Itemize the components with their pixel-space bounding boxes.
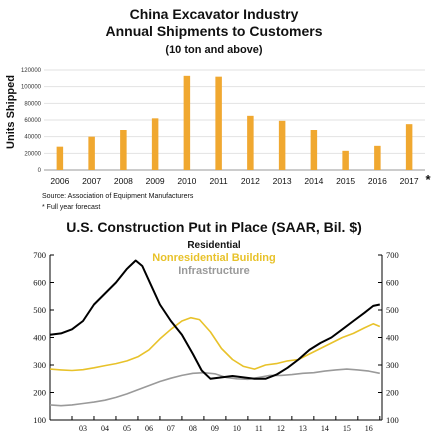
bar-2017 <box>405 124 413 170</box>
line-chart-x-tick-label: 08 <box>189 424 197 433</box>
line-chart-y-tick-label-left: 200 <box>33 388 46 398</box>
line-chart-x-tick-label: 15 <box>343 424 351 433</box>
bar-chart: China Excavator Industry Annual Shipment… <box>5 6 431 211</box>
bar-2008 <box>120 130 127 170</box>
series-nonresidential-building <box>49 316 381 372</box>
bar-2006 <box>56 146 64 170</box>
line-chart-y-tick-label-right: 400 <box>386 333 399 343</box>
line-chart: U.S. Construction Put in Place (SAAR, Bi… <box>33 219 399 433</box>
line-chart-x-tick-label: 04 <box>101 424 109 433</box>
bar-chart-source: Source: Association of Equipment Manufac… <box>42 193 194 200</box>
bar-chart-y-tick-label: 40000 <box>24 135 41 141</box>
bar-chart-y-ticks: 0 20000 40000 60000 80000 100000 120000 <box>21 68 42 174</box>
bar-chart-x-tick-label: 2012 <box>241 176 260 186</box>
line-chart-x-ticks: 03 04 05 06 07 08 09 10 11 12 13 14 15 16 <box>79 424 373 433</box>
line-chart-axes <box>49 254 383 421</box>
line-chart-series <box>49 259 381 407</box>
bar-2015 <box>342 150 349 170</box>
legend-residential: Residential <box>187 240 241 251</box>
line-chart-x-tick-label: 10 <box>233 424 241 433</box>
line-chart-x-tick-label: 09 <box>211 424 219 433</box>
bar-chart-x-tick-label: 2007 <box>82 176 101 186</box>
bar-chart-x-tick-label: 2016 <box>368 176 387 186</box>
line-chart-x-tick-label: 14 <box>321 424 329 433</box>
line-chart-y-tick-label-right: 200 <box>386 388 399 398</box>
forecast-marker: * <box>425 172 431 187</box>
bar-chart-x-ticks: 2006 2007 2008 2009 2010 2011 2012 2013 2014 2015… <box>50 176 418 186</box>
line-chart-y-tick-label-right: 500 <box>386 305 399 315</box>
line-chart-x-tick-label: 13 <box>299 424 307 433</box>
bar-chart-bars <box>56 75 413 170</box>
line-chart-y-tick-label-left: 700 <box>33 250 46 260</box>
bar-chart-x-tick-label: 2011 <box>209 176 228 186</box>
legend-infrastructure: Infrastructure <box>178 265 250 277</box>
line-chart-y-ticks-left: 100 200 300 400 500 600 700 <box>33 250 46 425</box>
line-chart-x-tick-label: 06 <box>145 424 153 433</box>
line-chart-y-tick-label-left: 400 <box>33 333 46 343</box>
line-chart-y-tick-label-left: 100 <box>33 415 46 425</box>
line-chart-y-tick-label-right: 700 <box>386 250 399 260</box>
bar-chart-x-tick-label: 2014 <box>304 176 323 186</box>
bar-chart-y-tick-label: 80000 <box>24 101 41 107</box>
line-chart-x-tick-label: 03 <box>79 424 87 433</box>
line-chart-x-tick-label: 12 <box>277 424 285 433</box>
bar-chart-x-tick-label: 2010 <box>177 176 196 186</box>
line-chart-y-tick-label-left: 300 <box>33 360 46 370</box>
bar-chart-x-tick-label: 2015 <box>336 176 355 186</box>
line-chart-y-tick-label-right: 100 <box>386 415 399 425</box>
bar-2013 <box>278 120 286 170</box>
bar-2012 <box>247 115 254 170</box>
bar-chart-gridlines <box>44 69 425 171</box>
bar-chart-y-tick-label: 60000 <box>24 118 41 124</box>
series-infrastructure <box>49 368 380 407</box>
bar-chart-subtitle: Annual Shipments to Customers <box>105 23 322 39</box>
line-chart-y-tick-label-left: 500 <box>33 305 46 315</box>
bar-chart-y-tick-label: 120000 <box>21 68 42 74</box>
line-chart-y-tick-label-right: 300 <box>386 360 399 370</box>
bar-2014 <box>310 130 318 170</box>
line-chart-title: U.S. Construction Put in Place (SAAR, Bi… <box>66 219 362 235</box>
bar-chart-x-tick-label: 2009 <box>146 176 165 186</box>
bar-chart-title: China Excavator Industry <box>130 6 299 22</box>
bar-2011 <box>215 76 222 170</box>
bar-2010 <box>183 75 191 170</box>
legend-nonresidential: Nonresidential Building <box>152 252 275 264</box>
line-chart-x-tick-label: 07 <box>167 424 175 433</box>
bar-chart-x-tick-label: 2017 <box>400 176 419 186</box>
bar-chart-y-tick-label: 20000 <box>24 151 41 157</box>
line-chart-y-tick-label-right: 600 <box>386 278 399 288</box>
bar-2009 <box>151 118 159 170</box>
bar-chart-y-axis-label: Units Shipped <box>5 75 17 149</box>
bar-2007 <box>88 136 95 170</box>
bar-chart-x-tick-label: 2013 <box>273 176 292 186</box>
line-chart-x-tick-label: 11 <box>255 424 263 433</box>
bar-chart-y-tick-label: 0 <box>38 168 42 174</box>
line-chart-y-ticks-right: 100 200 300 400 500 600 700 <box>386 250 399 425</box>
bar-chart-x-tick-label: 2008 <box>114 176 133 186</box>
bar-2016 <box>374 145 381 170</box>
bar-chart-y-tick-label: 100000 <box>21 85 42 91</box>
line-chart-x-tick-label: 16 <box>365 424 373 433</box>
bar-chart-x-tick-label: 2006 <box>50 176 69 186</box>
line-chart-y-tick-label-left: 600 <box>33 278 46 288</box>
line-chart-x-tick-label: 05 <box>123 424 131 433</box>
bar-chart-footnote: * Full year forecast <box>42 204 100 211</box>
series-residential <box>49 259 381 380</box>
bar-chart-subtitle-2: (10 ton and above) <box>165 44 263 56</box>
